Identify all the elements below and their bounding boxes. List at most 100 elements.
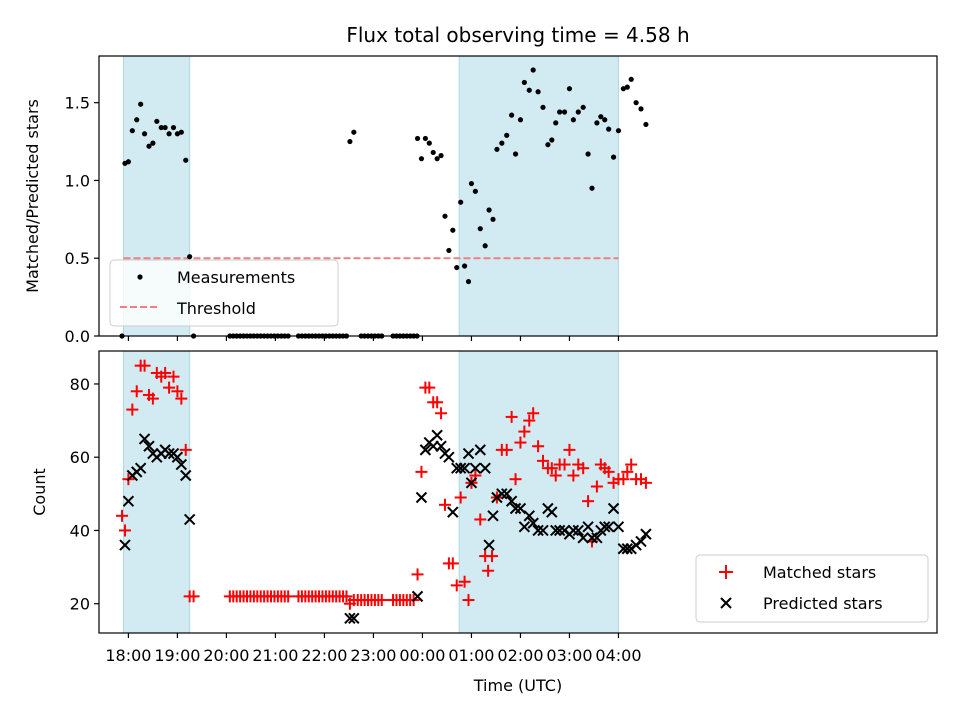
predicted-star-point [621,543,633,555]
time-tick-label: 04:00 [595,646,641,665]
measurement-point [141,131,148,137]
predicted-star-point [537,524,549,537]
measurement-point [610,154,617,160]
time-tick-label: 01:00 [448,646,494,665]
measurement-point [553,120,559,126]
measurement-point [138,101,144,107]
predicted-star-point [175,458,188,471]
predicted-star-point [496,488,508,500]
matched-star-point [527,407,540,420]
predicted-star-point [591,532,603,544]
ratio-axes-frame [98,55,938,337]
measurement-point [517,117,524,123]
measurement-point [566,86,573,92]
matched-star-point [415,465,428,478]
matched-star-point [458,575,471,588]
predicted-star-point [487,510,499,522]
matched-star-point [179,443,192,456]
count-y-tick-label: 20 [70,595,90,614]
matched-star-point [514,436,527,449]
measurement-point [187,254,193,260]
measurement-point [129,128,135,134]
matched-star-point [438,498,451,511]
measurement-point [594,120,600,126]
measurement-point [585,151,591,157]
measurement-point [134,117,140,123]
legend-threshold-label: Threshold [176,299,256,318]
predicted-star-point [501,488,513,500]
matched-star-point [340,590,353,603]
predicted-star-point [523,510,535,522]
matched-star-point [118,524,131,537]
time-tick-label: 21:00 [252,646,298,665]
measurement-point [162,124,168,131]
matched-star-point [130,385,143,398]
matched-star-point [282,590,295,603]
measurement-point [418,156,425,162]
predicted-star-point [458,462,471,474]
predicted-star-point [546,506,558,518]
ratio-y-tick-label: 0.5 [65,249,90,268]
measurement-point [486,207,492,213]
measurement-point [545,142,551,148]
measurement-point [499,140,505,146]
predicted-star-point [483,539,495,551]
predicted-star-point [550,524,562,537]
time-tick-label: 20:00 [203,646,249,665]
matched-star-point [563,443,576,456]
measurement-point [512,151,519,157]
count-y-tick-label: 60 [70,448,90,467]
matched-star-point [523,414,536,427]
measurement-point [504,132,510,138]
measurement-point [422,135,428,142]
predicted-star-point [465,477,478,489]
measurement-point [643,121,649,128]
measurement-point [509,112,515,118]
ratio-panel: 0.0 0.5 1.0 1.5 Matched/Predicted stars Mea… [23,55,938,346]
predicted-star-point [635,535,647,548]
matched-star-point [590,480,603,493]
measurement-point [557,109,563,115]
matched-star-point [625,458,638,471]
matched-star-point [621,465,634,478]
predicted-star-point [602,521,615,533]
measurement-point [598,114,604,120]
measurement-point [351,129,357,135]
time-tick-label: 23:00 [350,646,396,665]
matched-star-point [518,425,531,438]
predicted-star-point [122,495,135,507]
predicted-star-point [553,524,566,537]
matched-star-point [159,366,172,379]
predicted-star-point [411,590,424,603]
predicted-star-point [599,521,611,533]
predicted-star-point [577,532,589,544]
legend-matched-label: Matched stars [763,563,876,582]
predicted-star-point [183,513,196,526]
matched-star-point [545,462,558,475]
matched-star-point [126,403,139,416]
time-tick-label: 22:00 [301,646,347,665]
measurement-point [458,199,464,205]
count-legend-box [695,554,929,623]
time-tick-label: 03:00 [546,646,592,665]
measurement-point [633,100,639,106]
matched-star-point [171,385,184,398]
legend-matched-marker [719,565,733,579]
predicted-stars-points [119,429,652,625]
measurement-point [530,67,536,73]
time-tick-label: 18:00 [105,646,151,665]
count-y-axis-label: Count [30,468,49,516]
matched-star-point [116,509,129,522]
legend-predicted-marker [720,597,732,609]
measurement-point [150,140,156,146]
count-legend: Matched stars Predicted stars [695,554,929,623]
measurement-point [490,216,496,222]
measurement-point [414,135,421,142]
measurement-point [461,263,468,269]
matched-stars-points [116,359,652,610]
measurement-point [628,76,634,82]
ratio-y-tick-label: 1.0 [65,171,90,190]
matched-star-point [175,392,188,405]
matched-star-point [536,454,549,467]
